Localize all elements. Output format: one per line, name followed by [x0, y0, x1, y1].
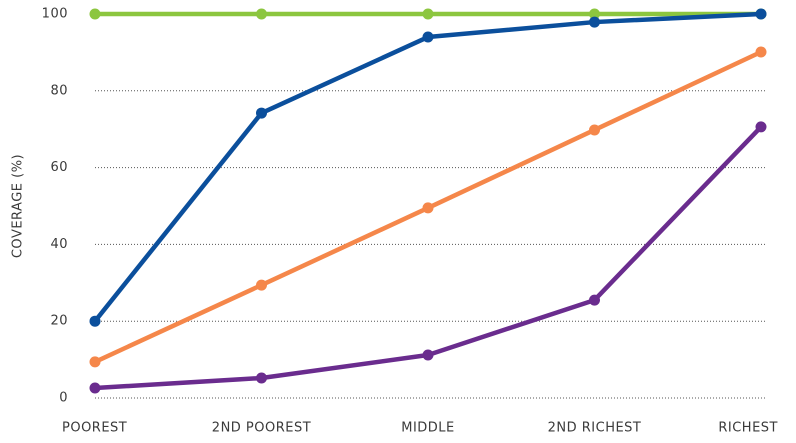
y-tick-label: 60 [50, 160, 68, 175]
data-point [256, 279, 267, 291]
y-tick-label: 100 [42, 7, 68, 22]
x-tick-label: 2ND RICHEST [548, 421, 642, 436]
data-point [256, 107, 267, 119]
data-point [589, 16, 600, 28]
x-tick-label: RICHEST [718, 421, 778, 436]
y-tick-label: 20 [50, 314, 68, 329]
data-point [89, 315, 101, 327]
data-point [256, 372, 267, 384]
data-point [89, 8, 101, 20]
y-tick-label: 40 [50, 237, 68, 252]
data-point [89, 356, 101, 368]
x-tick-label: POOREST [62, 421, 127, 436]
data-point [755, 8, 767, 20]
y-tick-label: 80 [50, 83, 68, 98]
data-point [589, 8, 600, 20]
data-point [589, 294, 600, 306]
data-point [422, 8, 434, 20]
data-point [422, 202, 434, 214]
y-tick-label: 0 [59, 391, 68, 406]
y-axis-label: COVERAGE (%) [11, 154, 26, 258]
data-point [755, 121, 767, 133]
x-tick-label: MIDDLE [401, 421, 455, 436]
x-tick-label: 2ND POOREST [212, 421, 311, 436]
data-point [256, 8, 267, 20]
data-point [589, 124, 600, 136]
data-point [422, 31, 434, 43]
data-point [89, 382, 101, 394]
series-line [94, 125, 763, 391]
data-point [422, 349, 434, 361]
data-point [755, 46, 767, 58]
